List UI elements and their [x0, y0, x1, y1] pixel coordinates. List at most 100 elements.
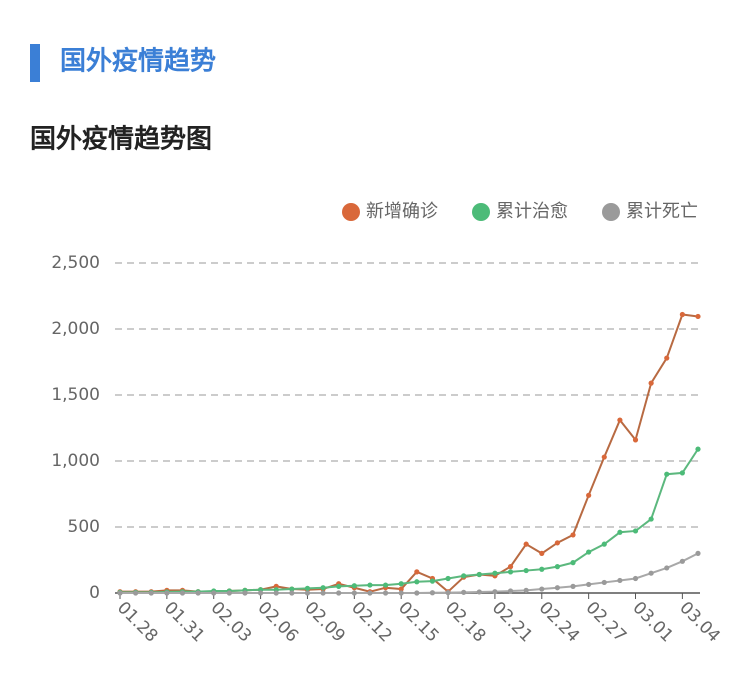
data-point [632, 528, 639, 534]
data-point [257, 590, 264, 596]
data-point [679, 311, 685, 318]
data-point [539, 550, 545, 557]
legend-marker [472, 203, 490, 221]
data-point [117, 590, 123, 596]
data-point [601, 541, 607, 547]
data-point [367, 582, 373, 588]
data-point [554, 540, 561, 546]
x-tick-label: 02.18 [441, 598, 490, 647]
data-point [304, 590, 311, 596]
x-tick-label: 02.03 [207, 598, 256, 647]
x-tick-label: 02.21 [488, 598, 537, 647]
data-point [586, 549, 592, 555]
data-point [695, 446, 701, 452]
data-point [336, 590, 342, 596]
data-point [476, 571, 482, 578]
data-point [586, 581, 592, 588]
data-point [507, 564, 514, 570]
data-point [351, 583, 357, 589]
data-point [304, 585, 311, 591]
data-point [461, 573, 467, 579]
data-point [398, 581, 404, 587]
data-point [289, 590, 295, 596]
data-point [523, 541, 529, 547]
x-tick-label: 02.12 [347, 598, 396, 647]
data-point [570, 583, 576, 590]
data-point [445, 590, 451, 596]
x-tick-label: 01.31 [160, 598, 209, 647]
data-point [664, 355, 670, 361]
data-point [617, 417, 623, 423]
data-point [289, 586, 295, 592]
data-point [492, 589, 498, 595]
data-point [507, 569, 514, 575]
data-point [414, 569, 420, 575]
data-point [351, 590, 357, 596]
data-point [195, 590, 201, 596]
data-point [320, 590, 326, 596]
data-point [601, 454, 607, 460]
data-point [539, 586, 545, 592]
data-point [398, 590, 404, 596]
data-point [664, 565, 670, 571]
data-point [211, 590, 217, 596]
x-tick-label: 03.01 [628, 598, 677, 647]
y-tick-label: 1,500 [51, 385, 100, 405]
series-line [120, 552, 699, 594]
data-point [179, 590, 186, 596]
data-point [648, 570, 654, 576]
data-point [679, 470, 685, 476]
data-point [586, 492, 592, 498]
legend-marker [342, 203, 360, 221]
x-tick-label: 02.27 [582, 598, 631, 647]
data-point [242, 590, 248, 596]
data-point [492, 570, 498, 576]
data-point [554, 585, 561, 591]
header-bar [30, 44, 40, 82]
data-point [554, 564, 561, 570]
x-tick-label: 02.24 [535, 598, 584, 647]
data-point [601, 579, 607, 586]
data-point [398, 586, 404, 592]
data-point [617, 529, 623, 535]
data-point [429, 578, 436, 584]
y-tick-label: 2,000 [51, 319, 100, 339]
data-point [414, 579, 420, 585]
data-point [617, 577, 623, 584]
data-point [382, 590, 389, 596]
data-point [648, 516, 654, 522]
data-point [476, 589, 482, 595]
chart-title: 国外疫情趋势图 [30, 124, 212, 155]
data-point [523, 587, 529, 593]
data-point [133, 590, 139, 596]
chart: 05001,0001,5002,0002,50001.2801.3102.030… [51, 201, 724, 646]
series-line [120, 448, 699, 594]
data-point [570, 560, 576, 566]
legend-label: 累计死亡 [626, 201, 698, 222]
x-tick-label: 02.06 [254, 598, 303, 647]
y-tick-label: 500 [68, 517, 100, 537]
y-tick-label: 2,500 [51, 253, 100, 273]
data-point [429, 590, 436, 596]
data-point [320, 585, 326, 591]
data-point [570, 532, 576, 538]
legend-label: 新增确诊 [366, 201, 438, 222]
data-point [382, 582, 389, 588]
y-tick-label: 0 [89, 583, 100, 603]
legend-label: 累计治愈 [496, 201, 568, 222]
data-point [445, 575, 451, 582]
series-line [120, 313, 699, 594]
data-point [695, 313, 701, 320]
data-point [648, 380, 654, 386]
x-tick-label: 02.09 [300, 598, 349, 647]
x-tick-label: 01.28 [113, 598, 162, 647]
data-point [523, 567, 529, 574]
data-point [679, 558, 685, 564]
data-point [336, 583, 342, 590]
data-point [632, 437, 639, 443]
y-tick-label: 1,000 [51, 451, 100, 471]
data-point [461, 589, 467, 595]
data-point [148, 590, 154, 596]
